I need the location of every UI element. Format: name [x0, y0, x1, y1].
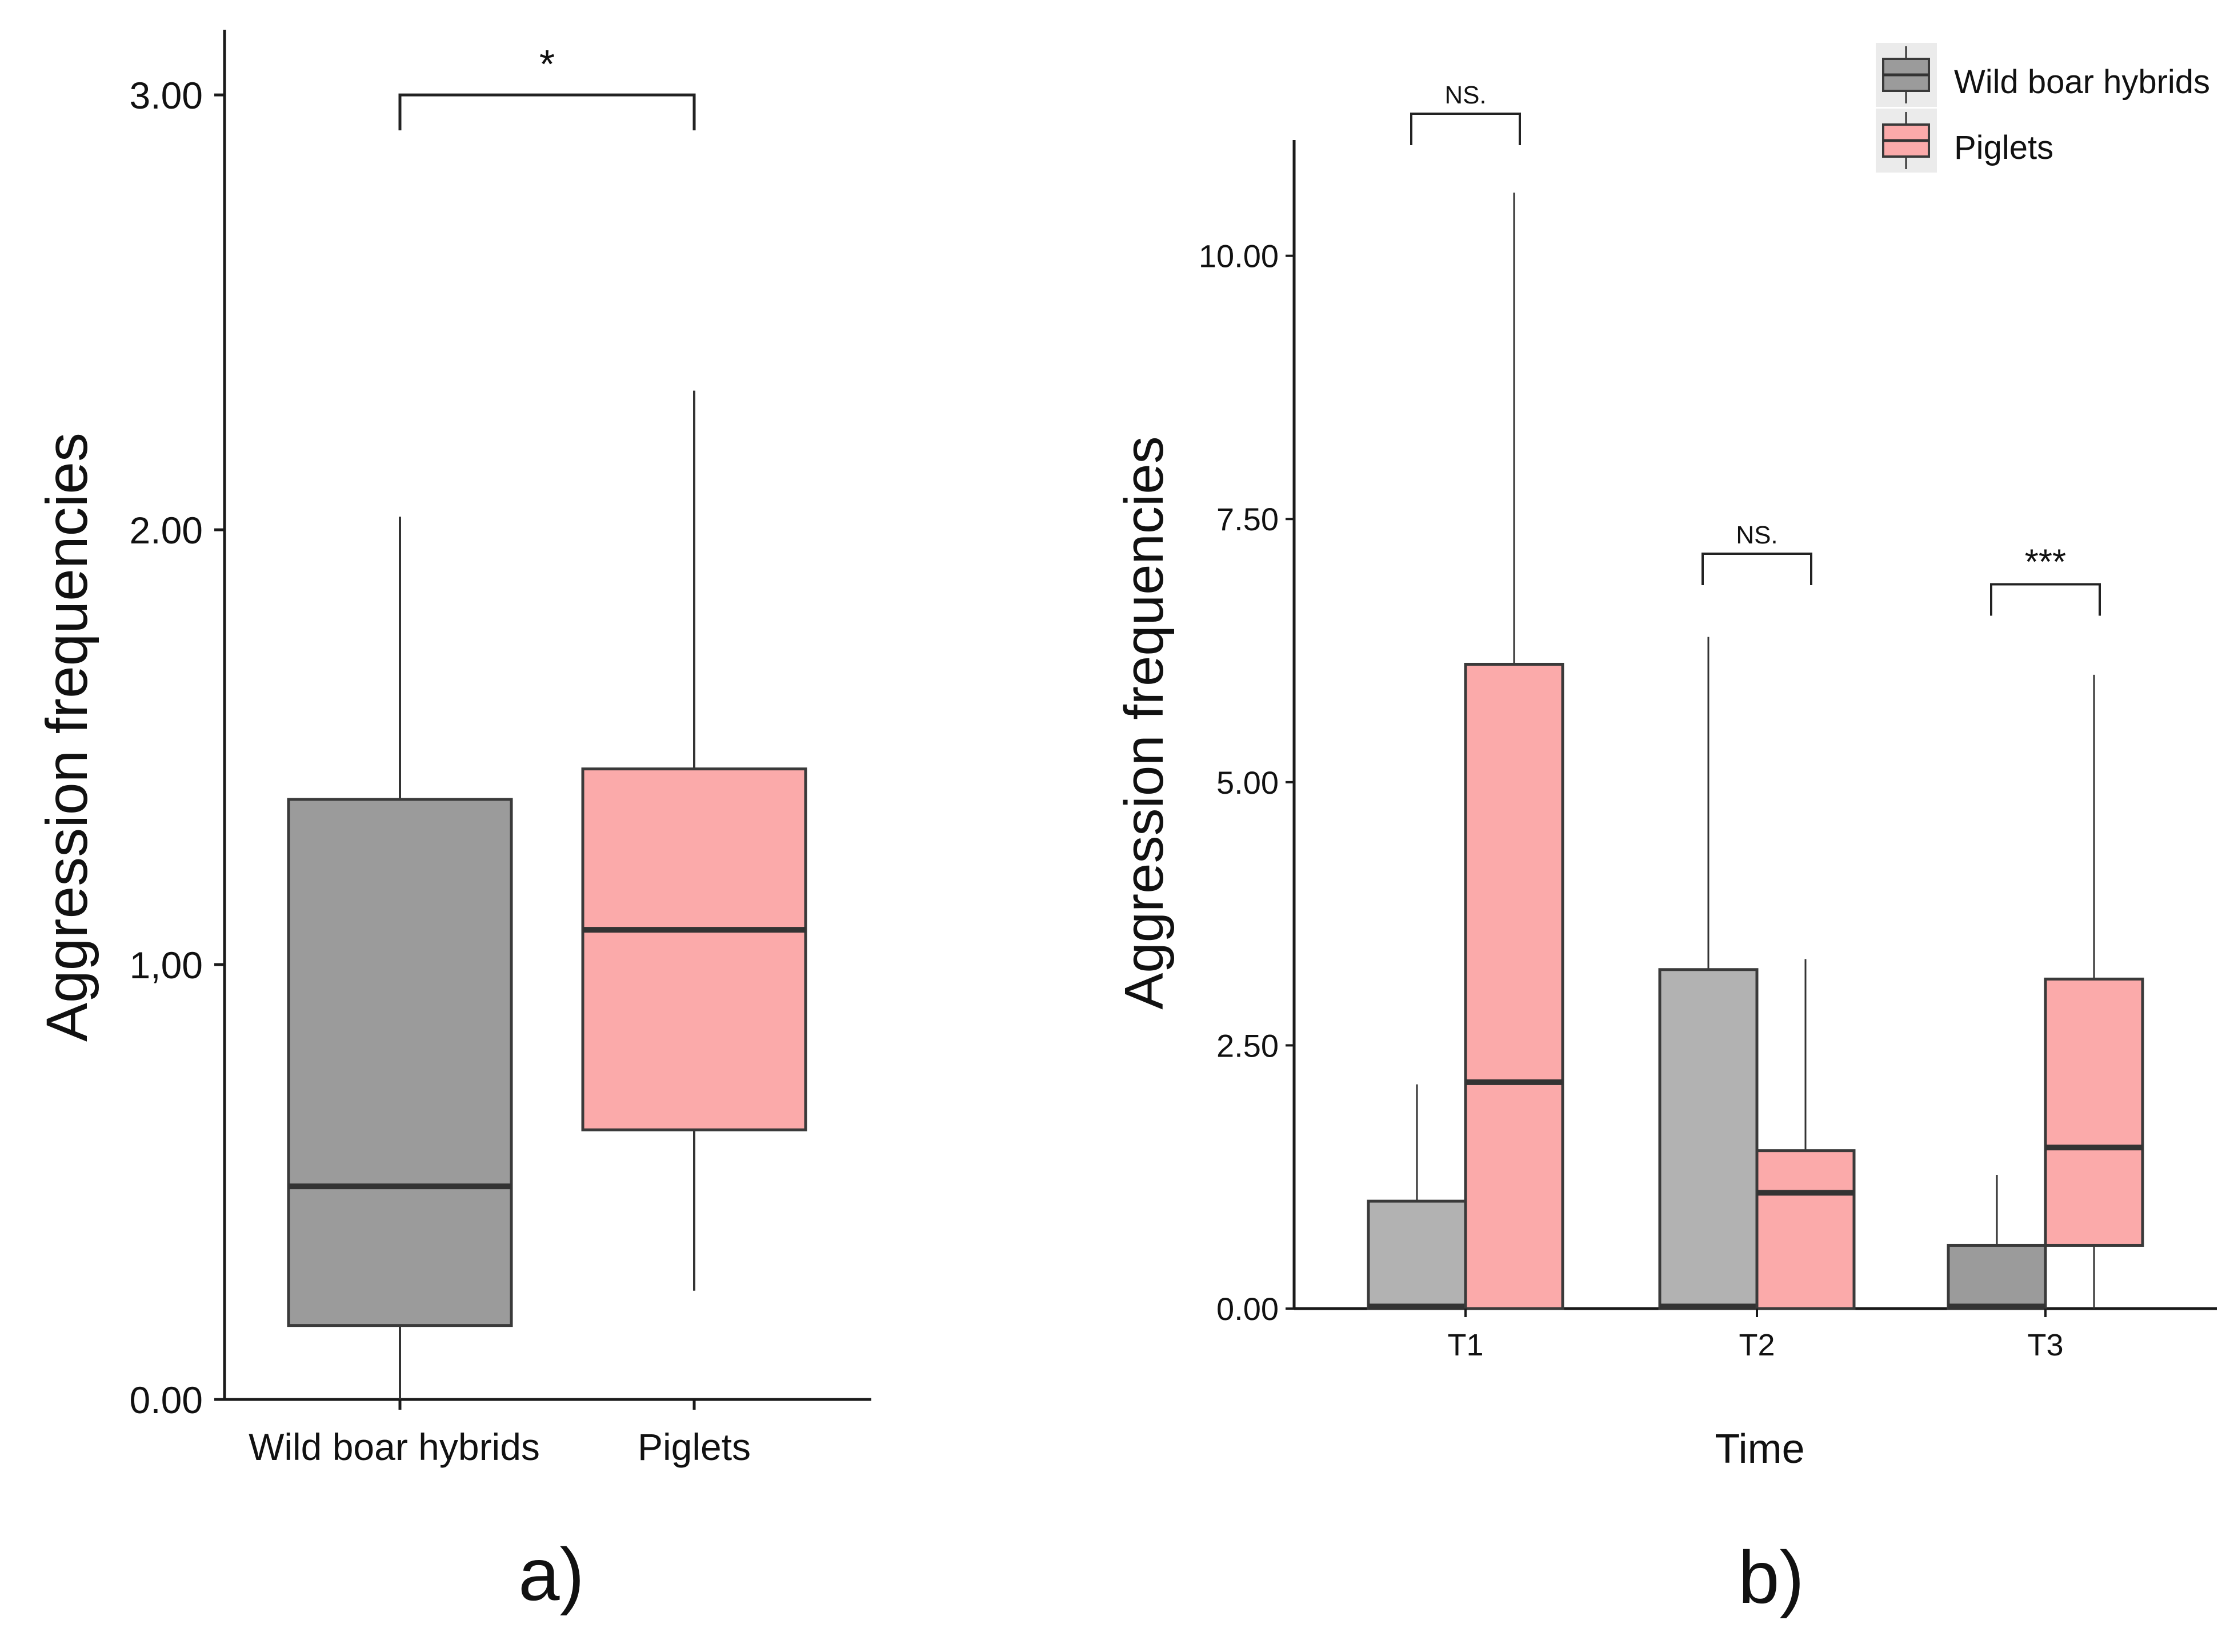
panel-a-label: a) [518, 1533, 584, 1616]
panel-b-x-ticks: T1 T2 T3 [1447, 1309, 2064, 1362]
panel-b-piglets-t2-box [1755, 1149, 1856, 1310]
panel-b-y-axis-title: Aggression frequencies [1114, 436, 1175, 1009]
legend-label-wild-boar-hybrids: Wild boar hybrids [1954, 63, 2210, 101]
panel-a-piglets-box [581, 767, 807, 1131]
panel-b-x-tick-label: T1 [1447, 1328, 1483, 1362]
panel-a-significance: * [398, 42, 696, 131]
panel-b-legend: Wild boar hybrids Piglets [1876, 43, 2210, 173]
panel-b-x-tick-label: T3 [2027, 1328, 2063, 1362]
panel-b-significance-label: NS. [1444, 81, 1486, 109]
panel-b-y-tick-label: 7.50 [1216, 501, 1279, 537]
panel-a-y-ticks: 0.00 1,00 2.00 3.00 [130, 74, 225, 1421]
panel-b-piglets-t1-box [1464, 662, 1564, 1310]
panel-a-x-tick-label: Piglets [638, 1426, 751, 1468]
panel-b-x-tick-label: T2 [1739, 1328, 1775, 1362]
panel-b-y-tick-label: 2.50 [1216, 1027, 1279, 1063]
panel-a-x-tick-label: Wild boar hybrids [249, 1426, 540, 1468]
legend-keys [1882, 46, 1930, 169]
legend-label-piglets: Piglets [1954, 129, 2053, 166]
panel-b-significance: NS. NS. *** [1410, 81, 2101, 616]
panel-b-boxes [1367, 193, 2144, 1310]
panel-a-significance-label: * [539, 42, 555, 86]
panel-a-y-tick-label: 0.00 [130, 1379, 203, 1421]
panel-a-wild-boar-hybrids-box [287, 798, 513, 1327]
panel-a-y-tick-label: 2.00 [130, 509, 203, 551]
panel-a-boxes [287, 390, 807, 1399]
panel-a-y-tick-label: 1,00 [130, 944, 203, 986]
panel-b-y-ticks: 0.00 2.50 5.00 7.50 10.00 [1199, 238, 1294, 1327]
panel-b-wild-boar-hybrids-t1-box [1367, 1199, 1467, 1310]
panel-b-y-tick-label: 10.00 [1199, 238, 1279, 274]
panel-b-significance-label: NS. [1736, 521, 1777, 549]
panel-b-x-axis-title: Time [1715, 1426, 1804, 1472]
panel-a-y-axis-title: Aggression frequencies [34, 433, 99, 1042]
panel-b-wild-boar-hybrids-t2-box [1658, 968, 1759, 1310]
panel-a-significance-bracket [398, 93, 696, 131]
panel-b-y-tick-label: 0.00 [1216, 1291, 1279, 1327]
panel-b-y-tick-label: 5.00 [1216, 765, 1279, 801]
panel-b-significance-bracket [1410, 112, 1521, 145]
panel-a-x-tick-labels: Wild boar hybrids Piglets [249, 1399, 751, 1468]
panel-b-piglets-t3-box [2044, 977, 2144, 1247]
panel-b-label: b) [1738, 1535, 1804, 1619]
panel-a-chart: 0.00 1,00 2.00 3.00 Wild boar hybrids Piglet… [34, 30, 871, 1616]
panel-b-significance-bracket [1701, 553, 1812, 586]
panel-b-significance-label: *** [2025, 542, 2066, 582]
panel-b-wild-boar-hybrids-t3-box [1947, 1243, 2047, 1310]
panel-b-significance-bracket [1990, 583, 2101, 616]
panel-b-chart: 0.00 2.50 5.00 7.50 10.00 T1 T2 T3 NS. NS. *** A… [1114, 43, 2217, 1619]
panel-a-y-tick-label: 3.00 [130, 74, 203, 117]
